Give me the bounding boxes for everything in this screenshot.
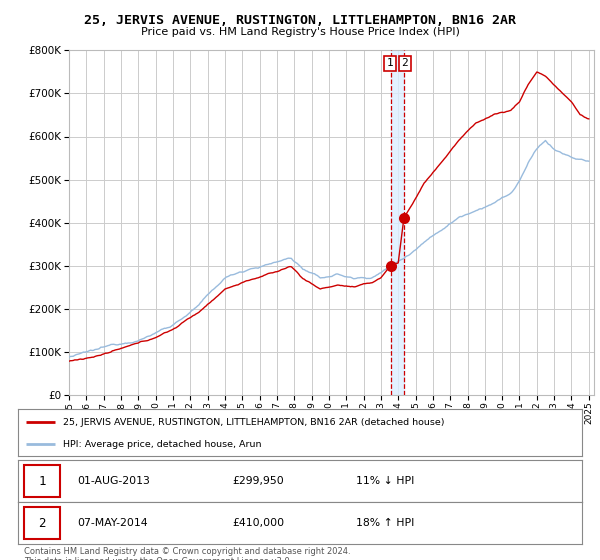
- Text: Price paid vs. HM Land Registry's House Price Index (HPI): Price paid vs. HM Land Registry's House …: [140, 27, 460, 37]
- Text: 2: 2: [401, 58, 408, 68]
- Text: £410,000: £410,000: [232, 519, 284, 528]
- Text: 25, JERVIS AVENUE, RUSTINGTON, LITTLEHAMPTON, BN16 2AR: 25, JERVIS AVENUE, RUSTINGTON, LITTLEHAM…: [84, 14, 516, 27]
- Text: Contains HM Land Registry data © Crown copyright and database right 2024.
This d: Contains HM Land Registry data © Crown c…: [24, 547, 350, 560]
- Bar: [391, 50, 404, 395]
- Text: HPI: Average price, detached house, Arun: HPI: Average price, detached house, Arun: [63, 440, 262, 449]
- Text: £299,950: £299,950: [232, 477, 284, 486]
- Text: 07-MAY-2014: 07-MAY-2014: [77, 519, 148, 528]
- Text: 01-AUG-2013: 01-AUG-2013: [77, 477, 150, 486]
- Text: 25, JERVIS AVENUE, RUSTINGTON, LITTLEHAMPTON, BN16 2AR (detached house): 25, JERVIS AVENUE, RUSTINGTON, LITTLEHAM…: [63, 418, 445, 427]
- Text: 1: 1: [38, 475, 46, 488]
- Bar: [23, 507, 61, 539]
- Text: 1: 1: [387, 58, 394, 68]
- Text: 18% ↑ HPI: 18% ↑ HPI: [356, 519, 415, 528]
- Bar: [23, 465, 61, 497]
- Text: 2: 2: [38, 517, 46, 530]
- Text: 11% ↓ HPI: 11% ↓ HPI: [356, 477, 415, 486]
